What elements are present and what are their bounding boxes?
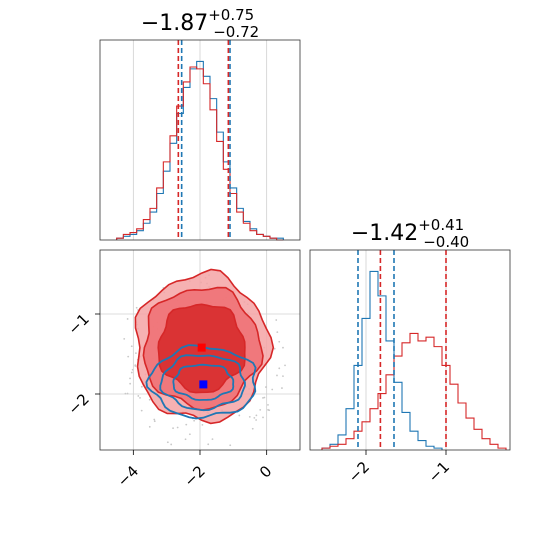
x-tick-labels: −4 −2 0 xyxy=(114,450,275,490)
sample-point xyxy=(153,420,156,423)
sample-point xyxy=(282,346,284,349)
sample-point xyxy=(271,388,274,391)
sample-point xyxy=(126,318,129,320)
sample-point xyxy=(275,319,278,321)
sample-point xyxy=(284,364,286,367)
x-tick-labels: −2 −1 xyxy=(345,450,453,486)
sample-point xyxy=(135,352,137,355)
sample-point xyxy=(140,409,143,412)
title-upper-error: +0.41 xyxy=(418,216,464,234)
contour-blue-level xyxy=(172,363,235,401)
sample-point xyxy=(276,374,278,377)
sample-point xyxy=(124,392,127,395)
sample-point xyxy=(130,345,133,348)
y-tick-labels: −2 −1 xyxy=(64,310,100,418)
contour-blue-level xyxy=(145,344,257,420)
sample-point xyxy=(126,392,129,395)
panel-title: −1.42+0.41 −0.40 xyxy=(351,216,469,251)
sample-point xyxy=(259,409,262,411)
sample-point xyxy=(135,306,138,309)
sample-point xyxy=(172,427,174,430)
sample-point xyxy=(170,443,173,446)
sample-point xyxy=(176,426,179,429)
title-lower-error: −0.40 xyxy=(423,233,469,251)
sample-point xyxy=(185,423,188,426)
sample-point xyxy=(201,423,204,426)
axes-frame xyxy=(99,39,301,241)
sample-point xyxy=(140,385,143,388)
marginal-panel-param2: −2 −1 −1.42+0.41 −0.40 xyxy=(309,216,511,486)
sample-point xyxy=(255,419,258,421)
sample-point xyxy=(193,419,196,422)
sample-point xyxy=(137,395,140,397)
sample-point xyxy=(129,382,132,385)
x-tick-label: −2 xyxy=(345,458,373,486)
sample-point xyxy=(131,368,134,371)
sample-point xyxy=(248,415,251,418)
panel-title: −1.87+0.75 −0.72 xyxy=(141,6,259,41)
contour-panel: −4 −2 0 −2 −1 xyxy=(64,249,301,490)
title-upper-error: +0.75 xyxy=(208,6,254,24)
sample-point xyxy=(184,438,187,441)
histogram-series xyxy=(116,60,284,241)
sample-point xyxy=(229,444,232,447)
title-lower-error: −0.72 xyxy=(213,23,259,41)
histogram-red xyxy=(321,332,507,450)
marker-red xyxy=(197,343,206,352)
sample-point xyxy=(188,433,191,436)
sample-point xyxy=(148,398,151,401)
quantile-lines xyxy=(357,250,447,450)
sample-point xyxy=(127,355,130,358)
sample-point xyxy=(166,441,169,444)
histogram-red xyxy=(116,66,284,241)
sample-point xyxy=(129,377,131,380)
sample-point xyxy=(273,347,276,350)
sample-point xyxy=(123,337,126,340)
x-tick-label: 0 xyxy=(256,462,275,481)
sample-point xyxy=(238,414,241,417)
y-tick-label: −1 xyxy=(64,310,92,338)
quantile-lines xyxy=(177,40,231,240)
sample-point xyxy=(267,408,270,411)
sample-point xyxy=(276,331,279,334)
sample-point xyxy=(148,425,151,428)
sample-point xyxy=(255,414,258,417)
x-tick-label: −4 xyxy=(114,462,142,490)
x-tick-label: −1 xyxy=(425,458,453,486)
sample-point xyxy=(211,438,214,441)
sample-point xyxy=(262,416,264,419)
sample-point xyxy=(265,386,267,388)
truth-markers xyxy=(197,343,208,389)
sample-point xyxy=(251,427,254,430)
sample-point xyxy=(207,443,210,446)
sample-point xyxy=(267,403,269,406)
sample-point xyxy=(282,375,284,378)
sample-point xyxy=(278,340,281,343)
sample-point xyxy=(263,396,266,399)
contour-blue-level xyxy=(159,354,246,412)
sample-point xyxy=(139,396,141,399)
axes-frame xyxy=(309,249,511,451)
sample-point xyxy=(262,397,264,399)
title-value: −1.87 xyxy=(141,11,208,36)
sample-point xyxy=(153,418,156,421)
sample-point xyxy=(253,416,256,419)
sample-point xyxy=(281,387,283,389)
x-tick-label: −2 xyxy=(180,462,208,490)
sample-point xyxy=(130,371,133,374)
marker-blue xyxy=(199,380,208,389)
grid xyxy=(132,40,268,240)
sample-point xyxy=(134,364,137,366)
sample-point xyxy=(278,367,281,370)
title-value: −1.42 xyxy=(351,221,418,246)
marginal-panel-param1: −1.87+0.75 −0.72 xyxy=(99,6,301,241)
y-tick-label: −2 xyxy=(64,390,92,418)
histogram-series xyxy=(321,270,507,450)
histogram-blue xyxy=(321,270,443,450)
